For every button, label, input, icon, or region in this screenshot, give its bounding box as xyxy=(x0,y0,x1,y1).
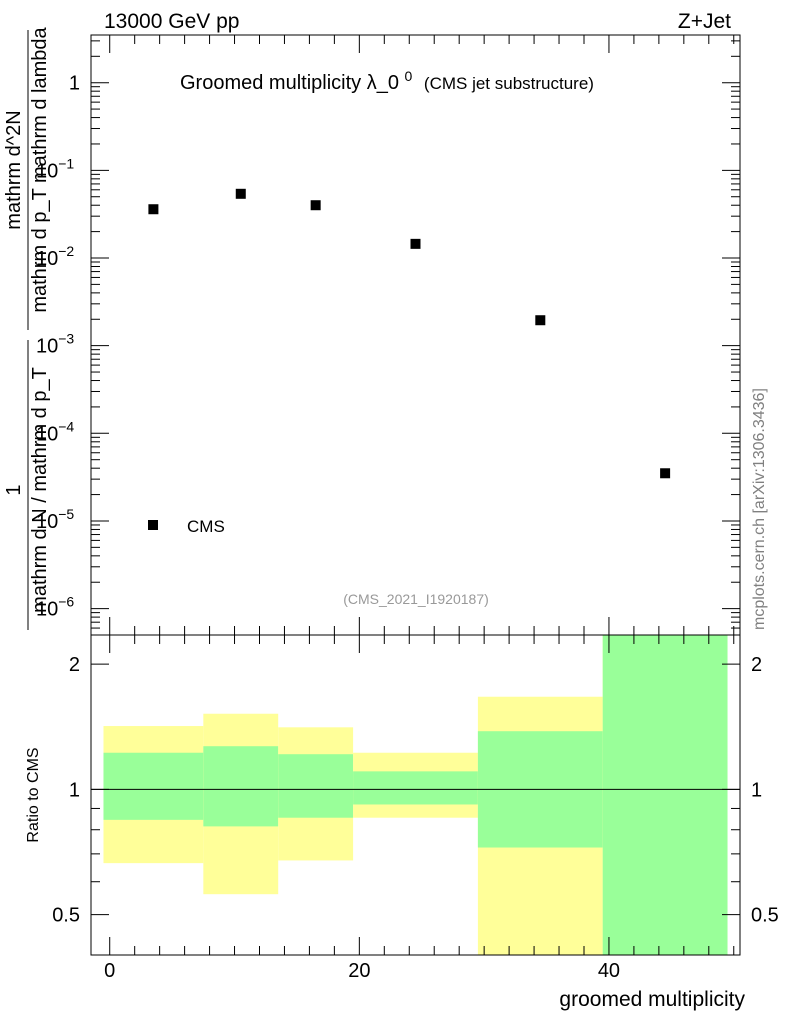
x-axis-label: groomed multiplicity xyxy=(559,988,745,1011)
ratio-y-tick-label-right: 2 xyxy=(751,654,762,676)
main-y-tick-label: 10−5 xyxy=(36,506,74,533)
ratio-y-tick-label: 1 xyxy=(69,779,80,801)
inner-uncertainty-band xyxy=(278,754,354,818)
data-point xyxy=(310,200,321,211)
ratio-y-tick-label-right: 0.5 xyxy=(751,905,779,927)
inner-uncertainty-band xyxy=(353,771,478,805)
data-point xyxy=(235,188,246,199)
ratio-bands xyxy=(103,635,728,955)
x-tick-label: 20 xyxy=(348,960,370,982)
chart-title: Groomed multiplicity λ_0 0 (CMS jet subs… xyxy=(180,64,594,94)
data-point xyxy=(535,315,546,326)
ratio-y-tick-label-right: 1 xyxy=(751,779,762,801)
watermark: mcplots.cern.ch [arXiv:1306.3436] xyxy=(751,388,768,630)
ratio-y-tick-label: 0.5 xyxy=(52,905,80,927)
main-y-tick-label: 10−2 xyxy=(36,243,74,270)
ylabel-right-numerator: mathrm d^2N xyxy=(3,110,25,229)
ratio-y-tick-labels-right: 0.5 1 2 xyxy=(751,654,779,927)
ratio-panel-frame xyxy=(90,634,741,956)
inner-uncertainty-band xyxy=(103,752,204,820)
main-y-tick-labels: 1 10−1 10−2 10−3 10−4 10−5 10−6 xyxy=(36,73,80,621)
data-point xyxy=(660,468,671,479)
main-y-tick-label: 10−1 xyxy=(36,155,74,182)
inner-uncertainty-band xyxy=(203,746,279,827)
x-tick-labels: 0 20 40 xyxy=(104,960,620,982)
title-superscript: 0 xyxy=(405,68,413,84)
legend-label-cms: CMS xyxy=(187,517,225,536)
main-y-tick-label: 10−3 xyxy=(36,331,74,358)
main-y-tick-label: 10−4 xyxy=(36,418,74,445)
cms-data-points xyxy=(148,188,671,479)
main-y-tick-label: 1 xyxy=(69,73,80,95)
analysis-id: (CMS_2021_I1920187) xyxy=(343,591,489,607)
ratio-y-tick-label: 2 xyxy=(69,654,80,676)
data-point xyxy=(410,238,421,249)
energy-label: 13000 GeV pp xyxy=(104,10,239,33)
x-tick-label: 0 xyxy=(104,960,115,982)
main-panel-ticks xyxy=(91,35,740,636)
ylabel-right-denominator: mathrm d p_T mathrm d lambda xyxy=(29,26,51,312)
data-point xyxy=(148,204,159,215)
process-label: Z+Jet xyxy=(678,10,731,33)
ylabel-denominator: mathrm d N / mathrm d p_T xyxy=(29,367,51,613)
legend-marker xyxy=(148,520,158,530)
inner-uncertainty-band xyxy=(602,635,728,955)
main-y-axis-label: 1 mathrm d N / mathrm d p_T mathrm d^2N … xyxy=(3,26,51,630)
x-tick-label: 40 xyxy=(598,960,620,982)
ylabel-numerator: 1 xyxy=(3,484,25,495)
ratio-y-tick-labels-left: 0.5 1 2 xyxy=(52,654,80,927)
ratio-y-axis-label: Ratio to CMS xyxy=(25,747,42,842)
main-y-tick-label: 10−6 xyxy=(36,594,74,621)
main-panel-frame xyxy=(90,34,741,636)
